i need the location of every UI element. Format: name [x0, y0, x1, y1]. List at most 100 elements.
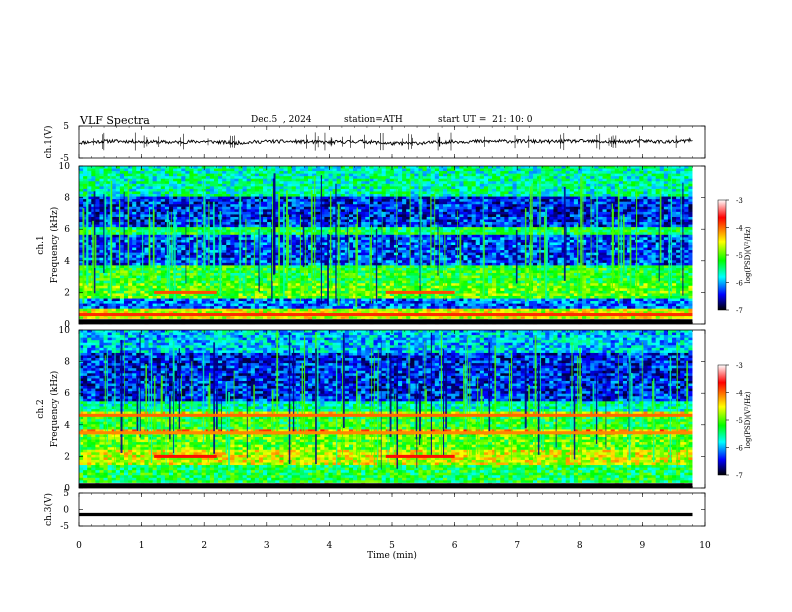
spectrogram-cell — [197, 183, 203, 187]
spectrogram-cell — [160, 216, 166, 220]
spectrogram-cell — [455, 194, 460, 197]
spectrogram-cell — [189, 239, 194, 243]
spectrogram-cell — [414, 227, 419, 231]
spectrogram-cell — [168, 186, 174, 190]
spectrogram-cell — [344, 201, 350, 205]
spectrogram-cell — [463, 201, 468, 205]
spectrogram-cell — [569, 194, 575, 197]
spectrogram-cell — [254, 209, 260, 213]
spectrogram-cell — [553, 176, 558, 180]
spectrogram-cell — [258, 166, 264, 169]
spectrogram-cell — [209, 234, 215, 238]
spectrogram-cell — [254, 178, 260, 182]
spectrogram-cell — [414, 171, 419, 175]
spectrogram-cell — [667, 188, 673, 192]
spectrogram-cell — [647, 206, 652, 210]
spectrogram-cell — [631, 168, 636, 172]
spectrogram-cell — [357, 176, 362, 180]
spectrogram-cell — [569, 211, 575, 215]
spectrogram-cell — [398, 196, 403, 200]
spectrogram-cell — [377, 219, 383, 223]
spectrogram-cell — [250, 188, 256, 192]
spectrogram-cell — [553, 224, 558, 228]
spectrogram-cell — [647, 245, 652, 248]
spectrogram-cell — [561, 196, 567, 200]
spectrogram-cell — [111, 242, 117, 246]
spectrogram-cell — [496, 176, 501, 180]
spectrogram-cell — [193, 229, 199, 233]
spectrogram-cell — [606, 191, 612, 195]
spectrogram-cell — [512, 201, 518, 205]
spectrogram-cell — [475, 222, 481, 226]
spectrogram-cell — [438, 178, 444, 182]
spectrogram-cell — [373, 214, 378, 218]
spectrogram-cell — [565, 206, 571, 210]
spectrogram-cell — [655, 234, 661, 238]
spectrogram-cell — [447, 204, 452, 208]
spectrogram-cell — [422, 188, 428, 192]
spectrogram-cell — [287, 196, 293, 200]
spectrogram-cell — [369, 201, 374, 205]
spectrogram-cell — [410, 166, 415, 169]
spectrogram-cell — [467, 196, 473, 200]
spectrogram-cell — [275, 173, 280, 177]
spectrogram-cell — [532, 191, 538, 195]
spectrogram-cell — [365, 229, 370, 233]
spectrogram-cell — [148, 188, 154, 192]
spectrogram-cell — [99, 178, 104, 182]
spectrogram-cell — [381, 211, 387, 215]
spectrogram-cell — [91, 214, 96, 218]
spectrogram-cell — [643, 234, 648, 238]
spectrogram-cell — [651, 199, 657, 203]
spectrogram-cell — [226, 237, 231, 241]
spectrogram-cell — [99, 237, 104, 241]
spectrogram-cell — [463, 219, 468, 223]
spectrogram-cell — [602, 196, 607, 200]
spectrogram-cell — [83, 166, 88, 169]
spectrogram-cell — [475, 191, 481, 195]
spectrogram-cell — [381, 224, 387, 228]
spectrogram-cell — [479, 204, 485, 208]
spectrogram-cell — [95, 239, 100, 243]
spectrogram-cell — [385, 209, 391, 213]
spectrogram-cell — [402, 234, 407, 238]
spectrogram-cell — [250, 199, 256, 203]
spectrogram-cell — [676, 209, 681, 213]
spectrogram-cell — [504, 173, 509, 177]
spectrogram-cell — [336, 173, 342, 177]
spectrogram-cell — [361, 211, 366, 215]
spectrogram-cell — [500, 237, 505, 241]
spectrogram-cell — [553, 227, 558, 231]
spectrogram-cell — [385, 186, 391, 190]
spectrogram-cell — [541, 222, 546, 226]
spectrogram-cell — [459, 219, 464, 223]
spectrogram-cell — [205, 229, 211, 233]
spectrogram-cell — [119, 206, 125, 210]
spectrogram-cell — [639, 166, 644, 169]
spectrogram-cell — [467, 227, 473, 231]
spectrogram-cell — [312, 166, 317, 169]
spectrogram-cell — [119, 209, 125, 213]
spectrogram-cell — [565, 186, 571, 190]
spectrogram-cell — [291, 227, 297, 231]
spectrogram-cell — [136, 211, 141, 215]
spectrogram-cell — [459, 201, 464, 205]
spectrogram-cell — [447, 224, 452, 228]
spectrogram-cell — [148, 173, 154, 177]
spectrogram-cell — [667, 178, 673, 182]
spectrogram-cell — [218, 206, 223, 210]
spectrogram-cell — [340, 176, 346, 180]
spectrogram-cell — [152, 194, 158, 197]
spectrogram-cell — [672, 199, 677, 203]
spectrogram-cell — [487, 178, 493, 182]
spectrogram-cell — [381, 209, 387, 213]
spectrogram-cell — [393, 173, 399, 177]
spectrogram-cell — [193, 216, 199, 220]
spectrogram-cell — [434, 229, 440, 233]
spectrogram-cell — [573, 227, 579, 231]
spectrogram-cell — [492, 224, 497, 228]
spectrogram-cell — [185, 239, 190, 243]
spectrogram-cell — [95, 173, 100, 177]
spectrogram-cell — [483, 211, 489, 215]
spectrogram-cell — [414, 188, 419, 192]
